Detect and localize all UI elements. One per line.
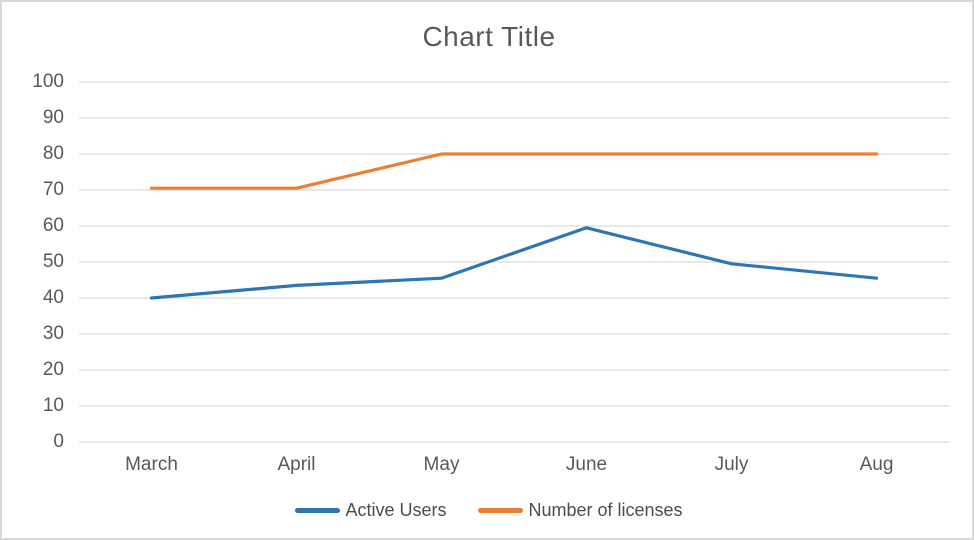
legend-item: Active Users: [295, 500, 446, 521]
x-axis-category-label: Aug: [859, 454, 894, 475]
gridlines: [79, 81, 949, 443]
chart-title: Chart Title: [422, 21, 556, 52]
y-axis-tick-label: 10: [42, 395, 64, 416]
x-axis-category-label: July: [714, 454, 749, 475]
series-line-number-of-licenses: [149, 152, 879, 190]
x-axis-category-label: May: [423, 454, 460, 475]
x-axis-category-label: April: [277, 454, 316, 475]
y-axis-tick-label: 80: [42, 143, 64, 164]
y-axis-tick-label: 100: [32, 71, 64, 92]
legend-label: Active Users: [345, 499, 447, 520]
x-axis-category-label: March: [125, 454, 178, 475]
y-axis-tick-label: 0: [53, 431, 64, 452]
legend-label: Number of licenses: [528, 499, 683, 520]
legend: Active Users Number of licenses: [2, 496, 972, 524]
series-line-active-users: [149, 226, 879, 300]
series-lines: [149, 152, 879, 300]
y-axis-tick-label: 70: [42, 179, 64, 200]
y-axis-tick-label: 40: [42, 287, 64, 308]
y-axis-tick-label: 30: [42, 323, 64, 344]
legend-line-swatch: [478, 507, 524, 513]
y-axis-tick-label: 50: [42, 251, 64, 272]
y-axis-tick-label: 60: [42, 215, 64, 236]
y-axis-tick-label: 20: [42, 359, 64, 380]
y-axis-tick-label: 90: [42, 107, 64, 128]
legend-line-swatch: [295, 507, 341, 513]
legend-item: Number of licenses: [478, 499, 683, 521]
x-axis-category-label: June: [565, 454, 608, 475]
